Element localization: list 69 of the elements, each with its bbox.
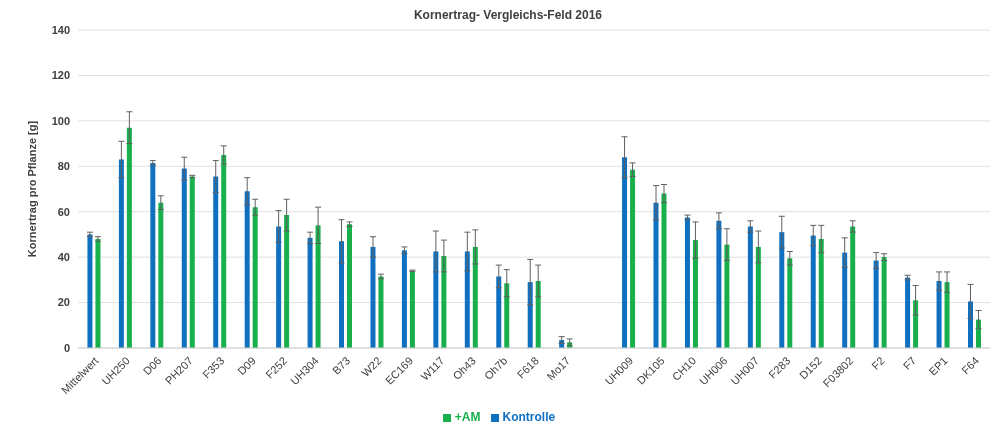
bar bbox=[653, 202, 659, 348]
bar bbox=[284, 215, 290, 348]
bar bbox=[221, 154, 227, 348]
legend-label: +AM bbox=[454, 410, 481, 424]
bar bbox=[818, 238, 824, 348]
y-tick-label: 0 bbox=[63, 341, 70, 354]
bar bbox=[496, 276, 502, 348]
bar bbox=[535, 280, 541, 348]
bar bbox=[881, 257, 887, 348]
bar bbox=[244, 191, 250, 348]
bar bbox=[684, 217, 690, 348]
bar bbox=[118, 159, 124, 348]
bar bbox=[401, 250, 407, 348]
bar bbox=[779, 232, 785, 348]
x-tick-label: EP1 bbox=[926, 354, 950, 378]
bar bbox=[181, 168, 187, 348]
x-tick-label: B73 bbox=[329, 354, 353, 377]
bar bbox=[842, 252, 848, 348]
bar bbox=[716, 220, 722, 348]
bar bbox=[755, 246, 761, 348]
bar bbox=[850, 226, 856, 348]
legend-label: Kontrolle bbox=[502, 410, 556, 424]
bar bbox=[158, 202, 164, 348]
bar bbox=[464, 251, 470, 348]
bar bbox=[213, 176, 219, 348]
bar bbox=[630, 169, 636, 348]
bar bbox=[936, 280, 942, 348]
bar bbox=[189, 176, 195, 348]
bar bbox=[692, 240, 698, 348]
bar bbox=[409, 270, 415, 348]
bar bbox=[126, 127, 132, 348]
bar bbox=[747, 226, 753, 348]
y-axis-title: Kornertrag pro Pflanze [g] bbox=[25, 120, 38, 258]
x-tick-label: F2 bbox=[869, 354, 887, 373]
bar bbox=[315, 225, 321, 348]
y-tick-label: 120 bbox=[51, 69, 70, 82]
bar bbox=[347, 224, 353, 348]
bar bbox=[622, 157, 628, 348]
bar bbox=[810, 235, 816, 348]
bar bbox=[504, 283, 510, 348]
bar bbox=[370, 246, 376, 348]
bar bbox=[87, 234, 93, 348]
bar bbox=[339, 241, 345, 348]
x-tick-label: F7 bbox=[900, 354, 919, 373]
bar bbox=[787, 258, 793, 348]
chart-title: Kornertrag- Vergleichs-Feld 2016 bbox=[412, 8, 604, 24]
bar bbox=[873, 260, 879, 348]
bar bbox=[724, 244, 730, 348]
bar bbox=[661, 193, 667, 348]
bar bbox=[944, 282, 950, 348]
bar bbox=[527, 282, 533, 348]
y-tick-label: 40 bbox=[57, 251, 70, 264]
bar bbox=[905, 277, 911, 348]
bar bbox=[472, 246, 478, 348]
x-tick-label: D06 bbox=[140, 354, 164, 378]
bar bbox=[307, 237, 313, 348]
bar bbox=[150, 162, 156, 348]
y-tick-label: 60 bbox=[57, 205, 70, 218]
y-tick-label: 20 bbox=[57, 296, 70, 309]
bar bbox=[276, 226, 282, 348]
bar bbox=[95, 238, 101, 348]
x-tick-label: F64 bbox=[959, 354, 982, 377]
x-tick-label: D09 bbox=[235, 354, 258, 378]
bar bbox=[252, 207, 258, 348]
bar bbox=[441, 256, 447, 348]
y-tick-label: 80 bbox=[57, 160, 70, 173]
y-tick-label: 140 bbox=[51, 23, 70, 36]
bar bbox=[378, 276, 384, 348]
y-tick-label: 100 bbox=[51, 114, 70, 127]
